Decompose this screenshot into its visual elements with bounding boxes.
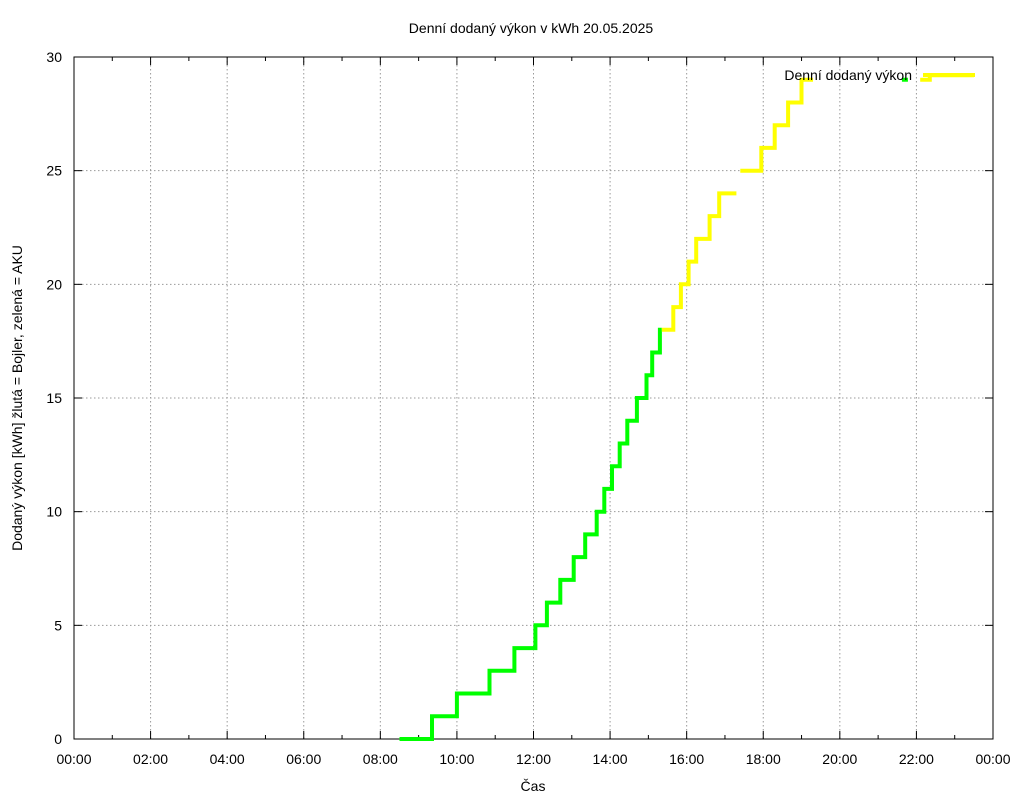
chart-title: Denní dodaný výkon v kWh 20.05.2025 [409,20,654,36]
axis-ticks: 00:00 02:00 04:00 06:00 08:00 10:00 12:00 14:00… [46,49,1010,767]
series-line [399,327,662,741]
series-bojler [661,73,974,332]
x-tick-label: 00:00 [975,751,1010,767]
x-tick-label: 16:00 [669,751,704,767]
x-tick-label: 02:00 [133,751,168,767]
legend: Denní dodaný výkon [784,67,975,83]
legend-label: Denní dodaný výkon [784,67,912,83]
x-tick-label: 06:00 [286,751,321,767]
x-tick-label: 08:00 [363,751,398,767]
x-tick-label: 12:00 [516,751,551,767]
x-tick-label: 18:00 [746,751,781,767]
grid [74,57,993,739]
y-tick-label: 5 [54,617,62,633]
x-tick-label: 00:00 [56,751,91,767]
y-tick-label: 30 [46,49,62,65]
y-tick-label: 25 [46,163,62,179]
series-aku [399,77,908,741]
series [399,73,974,741]
x-tick-label: 14:00 [593,751,628,767]
x-tick-label: 10:00 [439,751,474,767]
x-tick-label: 20:00 [822,751,857,767]
y-tick-label: 20 [46,276,62,292]
y-axis-label: Dodaný výkon [kWh] žlutá = Bojler, zelen… [9,245,25,551]
y-tick-label: 0 [54,731,62,747]
x-axis-label: Čas [521,778,546,794]
x-tick-label: 22:00 [899,751,934,767]
y-tick-label: 15 [46,390,62,406]
series-line [661,73,974,332]
x-tick-label: 04:00 [210,751,245,767]
y-tick-label: 10 [46,504,62,520]
